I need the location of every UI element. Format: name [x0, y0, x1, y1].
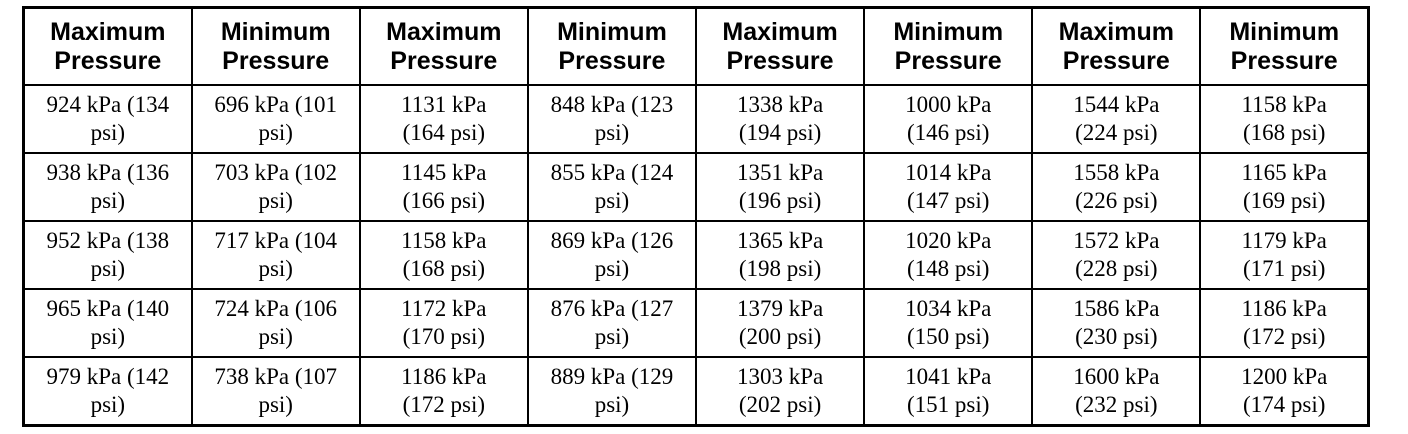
table-cell: 1020 kPa (148 psi) [863, 220, 1034, 290]
table-row: 965 kPa (140 psi) 724 kPa (106 psi) 1172… [22, 288, 1370, 358]
table-cell: 1379 kPa (200 psi) [694, 288, 866, 358]
pressure-table-container: Maximum Pressure Minimum Pressure Maximum P… [22, 6, 1370, 427]
table-cell: 855 kPa (124 psi) [526, 152, 698, 222]
table-cell: 979 kPa (142 psi) [22, 356, 193, 427]
table-cell: 876 kPa (127 psi) [526, 288, 698, 358]
table-header: Maximum Pressure Minimum Pressure Maximum P… [22, 6, 1370, 86]
header-min-pressure-4: Minimum Pressure [1199, 6, 1370, 86]
header-max-pressure-1: Maximum Pressure [22, 6, 193, 86]
header-row: Maximum Pressure Minimum Pressure Maximum P… [22, 6, 1370, 86]
table-cell: 1558 kPa (226 psi) [1031, 152, 1202, 222]
table-cell: 1600 kPa (232 psi) [1031, 356, 1202, 427]
table-cell: 1179 kPa (171 psi) [1199, 220, 1370, 290]
header-max-pressure-4: Maximum Pressure [1031, 6, 1202, 86]
table-cell: 1200 kPa (174 psi) [1199, 356, 1370, 427]
table-cell: 703 kPa (102 psi) [190, 152, 361, 222]
table-cell: 1338 kPa (194 psi) [694, 84, 866, 154]
table-cell: 1165 kPa (169 psi) [1199, 152, 1370, 222]
header-max-pressure-3: Maximum Pressure [694, 6, 866, 86]
table-cell: 1351 kPa (196 psi) [694, 152, 866, 222]
pressure-table: Maximum Pressure Minimum Pressure Maximum P… [22, 6, 1370, 427]
table-cell: 952 kPa (138 psi) [22, 220, 193, 290]
table-cell: 965 kPa (140 psi) [22, 288, 193, 358]
table-cell: 1172 kPa (170 psi) [358, 288, 529, 358]
table-row: 938 kPa (136 psi) 703 kPa (102 psi) 1145… [22, 152, 1370, 222]
table-cell: 1000 kPa (146 psi) [863, 84, 1034, 154]
table-cell: 1145 kPa (166 psi) [358, 152, 529, 222]
table-cell: 869 kPa (126 psi) [526, 220, 698, 290]
table-cell: 1303 kPa (202 psi) [694, 356, 866, 427]
table-cell: 1131 kPa (164 psi) [358, 84, 529, 154]
table-row: 979 kPa (142 psi) 738 kPa (107 psi) 1186… [22, 356, 1370, 427]
table-cell: 724 kPa (106 psi) [190, 288, 361, 358]
table-cell: 889 kPa (129 psi) [526, 356, 698, 427]
header-min-pressure-3: Minimum Pressure [863, 6, 1034, 86]
table-cell: 1158 kPa (168 psi) [358, 220, 529, 290]
table-cell: 738 kPa (107 psi) [190, 356, 361, 427]
table-cell: 696 kPa (101 psi) [190, 84, 361, 154]
table-cell: 1034 kPa (150 psi) [863, 288, 1034, 358]
table-cell: 1186 kPa (172 psi) [1199, 288, 1370, 358]
table-cell: 1041 kPa (151 psi) [863, 356, 1034, 427]
table-cell: 1186 kPa (172 psi) [358, 356, 529, 427]
table-cell: 1572 kPa (228 psi) [1031, 220, 1202, 290]
table-cell: 1544 kPa (224 psi) [1031, 84, 1202, 154]
table-cell: 1158 kPa (168 psi) [1199, 84, 1370, 154]
table-row: 924 kPa (134 psi) 696 kPa (101 psi) 1131… [22, 84, 1370, 154]
table-cell: 1365 kPa (198 psi) [694, 220, 866, 290]
table-cell: 1586 kPa (230 psi) [1031, 288, 1202, 358]
header-min-pressure-1: Minimum Pressure [190, 6, 361, 86]
table-body: 924 kPa (134 psi) 696 kPa (101 psi) 1131… [22, 84, 1370, 427]
table-cell: 717 kPa (104 psi) [190, 220, 361, 290]
table-cell: 924 kPa (134 psi) [22, 84, 193, 154]
header-min-pressure-2: Minimum Pressure [526, 6, 698, 86]
table-cell: 1014 kPa (147 psi) [863, 152, 1034, 222]
header-max-pressure-2: Maximum Pressure [358, 6, 529, 86]
table-cell: 848 kPa (123 psi) [526, 84, 698, 154]
table-cell: 938 kPa (136 psi) [22, 152, 193, 222]
table-row: 952 kPa (138 psi) 717 kPa (104 psi) 1158… [22, 220, 1370, 290]
